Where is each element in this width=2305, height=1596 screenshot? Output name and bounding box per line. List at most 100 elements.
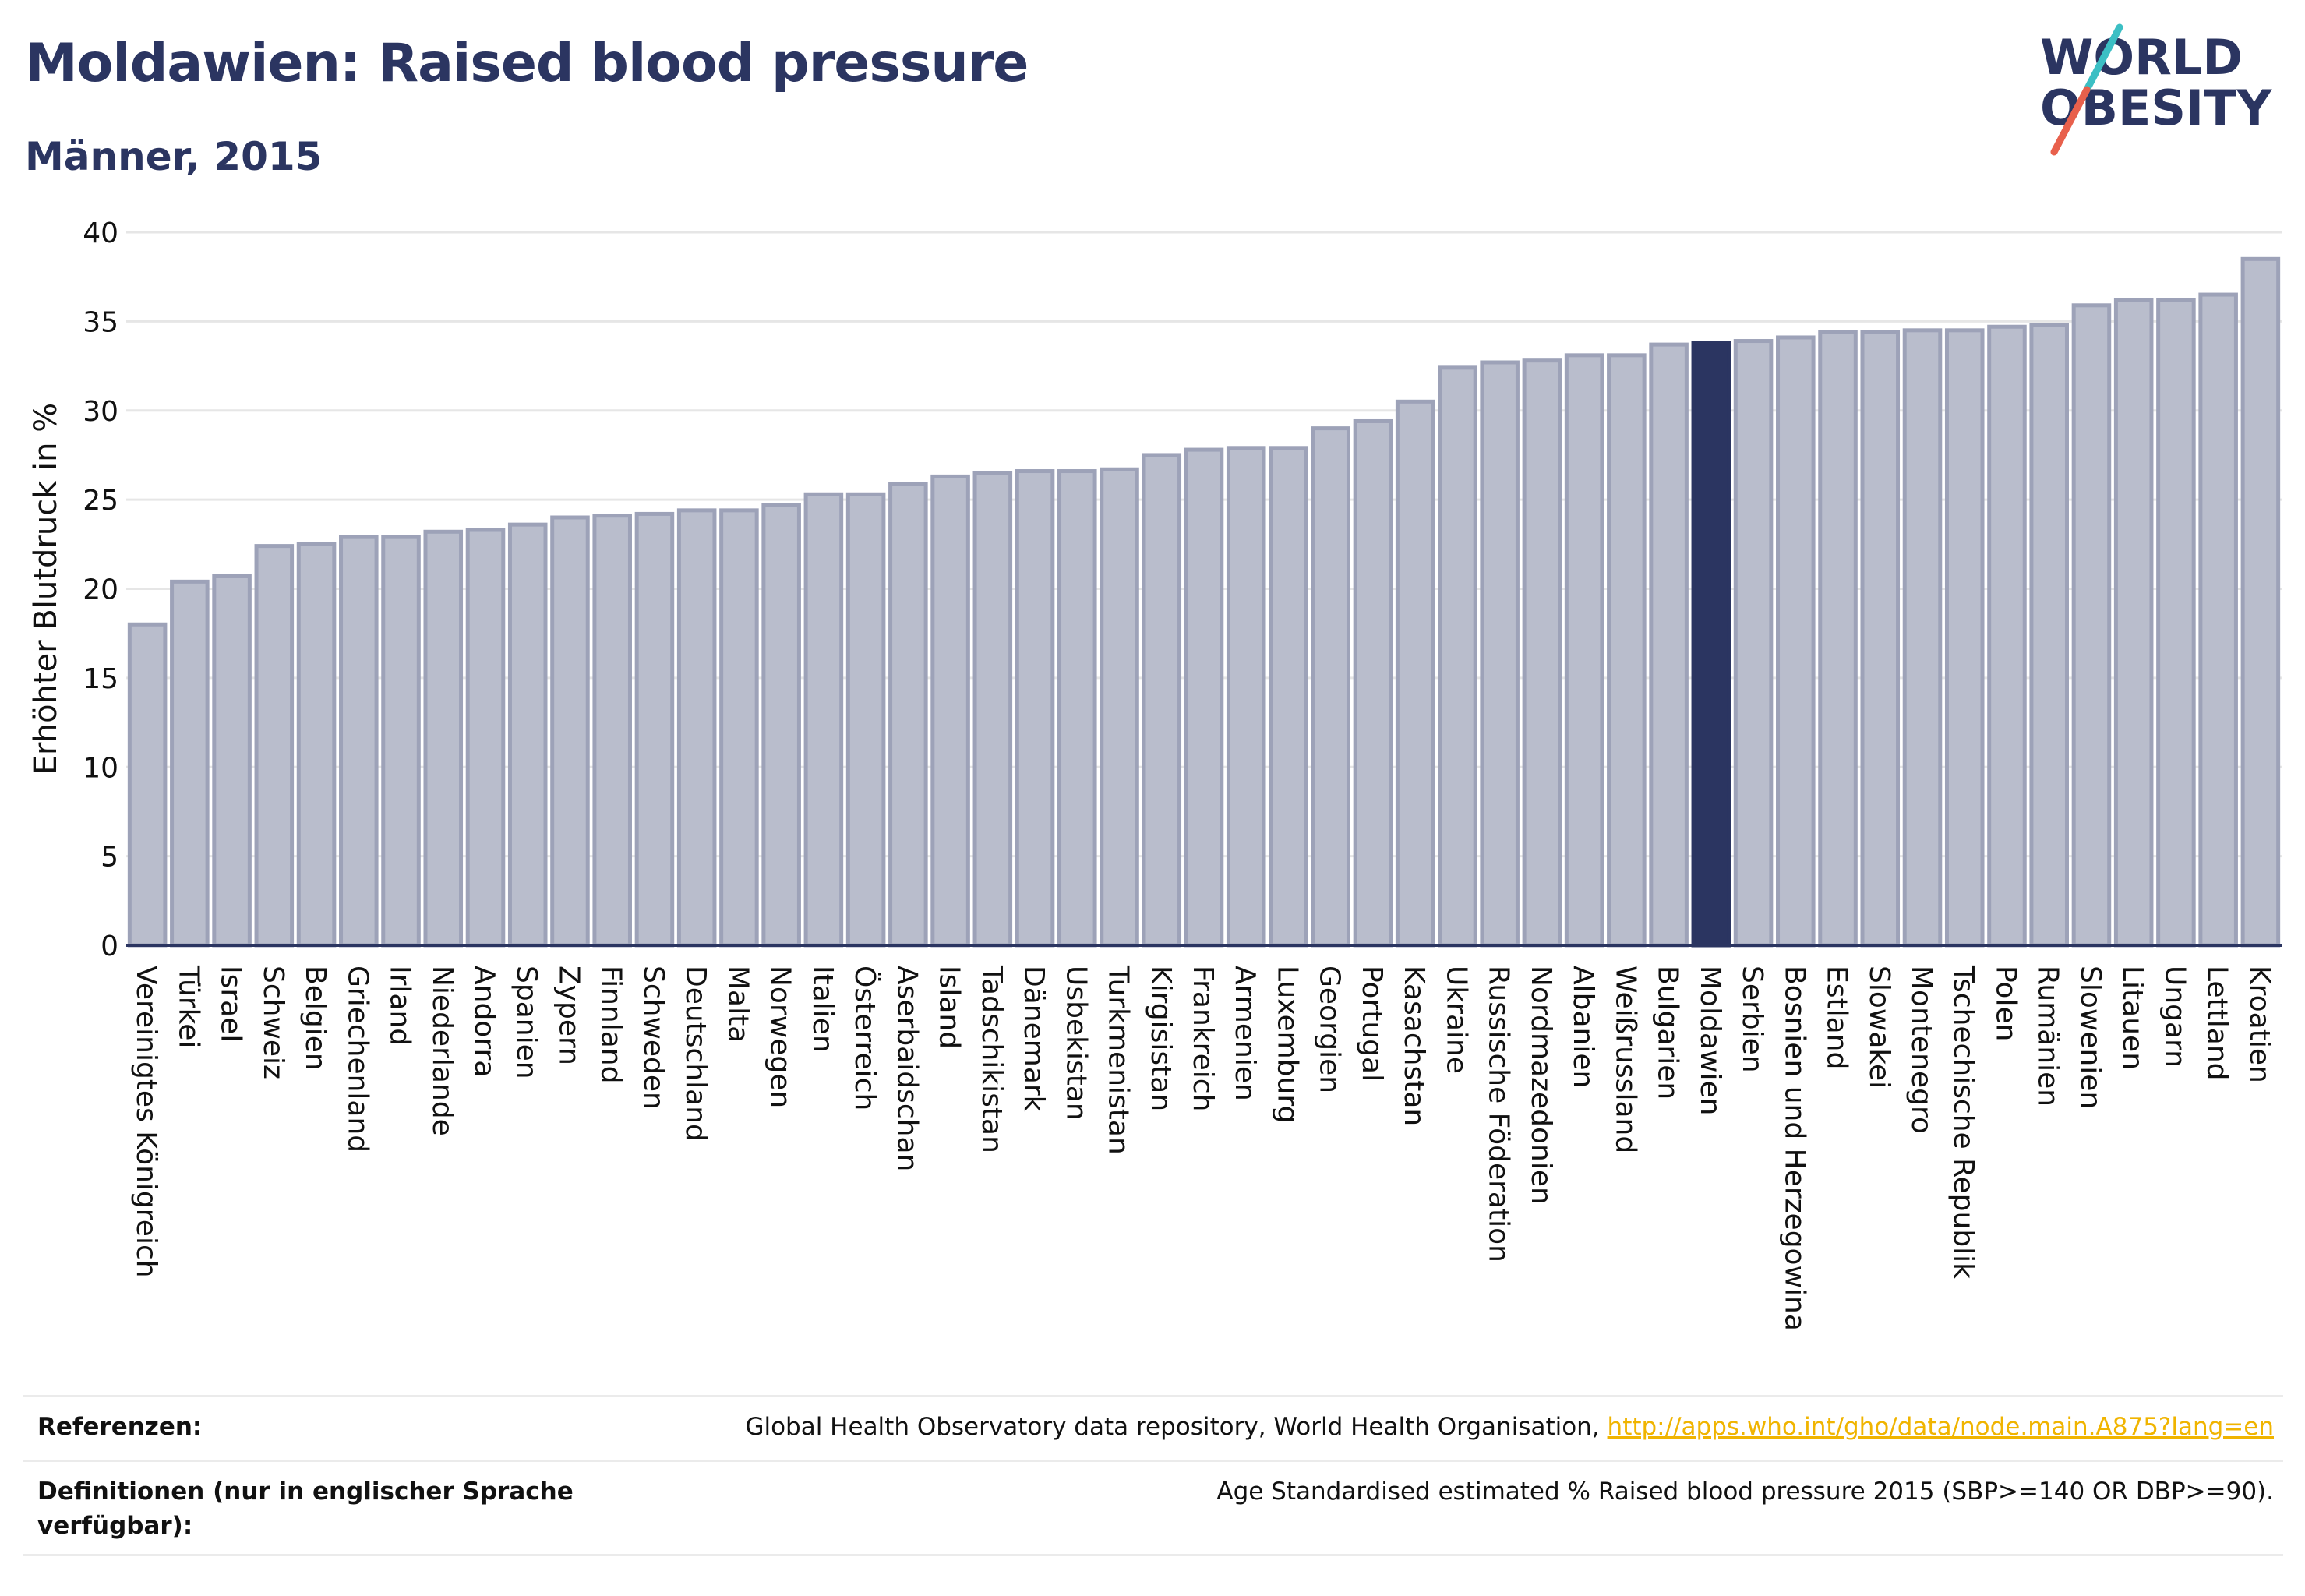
bar-litauen[interactable]	[2113, 298, 2154, 948]
bar-slowenien[interactable]	[2071, 303, 2112, 948]
bar-spanien[interactable]	[507, 522, 548, 948]
bar-bulgarien[interactable]	[1649, 342, 1689, 948]
x-tick-label: Griechenland	[341, 966, 373, 1153]
x-tick-label: Israel	[215, 966, 247, 1042]
bar-ukraine[interactable]	[1438, 365, 1477, 948]
chart-subtitle: Männer, 2015	[25, 134, 323, 179]
bar-österreich[interactable]	[845, 492, 886, 948]
x-tick-label: Kasachstan	[1398, 966, 1430, 1126]
bar-tadschikistan[interactable]	[972, 471, 1013, 948]
bar-deutschland[interactable]	[676, 508, 717, 948]
logo-slash-red	[2050, 86, 2091, 156]
references-row: Referenzen: Global Health Observatory da…	[23, 1395, 2283, 1460]
world-obesity-logo: WORLD OBESITY	[2040, 23, 2272, 156]
x-tick-label: Dänemark	[1018, 966, 1050, 1112]
bar-island[interactable]	[930, 474, 970, 948]
bar-tschechische-republik[interactable]	[1944, 328, 1985, 948]
y-tick-label: 25	[83, 485, 118, 517]
y-tick-label: 20	[83, 574, 118, 606]
bar-kasachstan[interactable]	[1395, 399, 1435, 948]
x-tick-label: Kirgisistan	[1145, 966, 1177, 1111]
x-tick-label: Frankreich	[1187, 966, 1219, 1111]
bar-malta[interactable]	[719, 508, 759, 948]
x-tick-label: Ukraine	[1440, 966, 1472, 1074]
bar-irland[interactable]	[381, 535, 421, 948]
x-tick-label: Island	[934, 966, 965, 1049]
y-tick-label: 15	[83, 663, 118, 695]
x-tick-label: Finnland	[595, 966, 627, 1083]
x-tick-label: Bosnien und Herzegowina	[1778, 966, 1810, 1331]
x-tick-label: Ungarn	[2159, 966, 2190, 1068]
x-tick-label: Usbekistan	[1060, 966, 1092, 1121]
x-tick-label: Georgien	[1314, 966, 1346, 1093]
x-tick-label: Slowenien	[2074, 966, 2106, 1109]
bar-frankreich[interactable]	[1184, 447, 1224, 948]
bar-albanien[interactable]	[1564, 353, 1604, 948]
bar-nordmazedonien[interactable]	[1522, 358, 1562, 948]
bar-aserbaidschan[interactable]	[888, 482, 928, 948]
bar-turkmenistan[interactable]	[1100, 467, 1139, 948]
bar-lettland[interactable]	[2198, 292, 2238, 948]
x-tick-label: Russische Föderation	[1483, 966, 1515, 1262]
bar-weißrussland[interactable]	[1607, 353, 1647, 948]
x-tick-label: Schweden	[637, 966, 669, 1110]
bar-luxemburg[interactable]	[1269, 446, 1308, 948]
chart-title: Moldawien: Raised blood pressure	[25, 33, 1029, 94]
x-tick-label: Montenegro	[1905, 966, 1937, 1134]
bar-schweiz[interactable]	[254, 544, 295, 948]
bar-ungarn[interactable]	[2156, 298, 2196, 948]
bar-türkei[interactable]	[170, 579, 210, 948]
bar-kirgisistan[interactable]	[1142, 453, 1182, 948]
x-tick-label: Italien	[807, 966, 838, 1053]
bar-portugal[interactable]	[1353, 418, 1393, 948]
bar-moldawien[interactable]	[1691, 341, 1731, 948]
bar-dänemark[interactable]	[1015, 469, 1055, 948]
bar-zypern[interactable]	[550, 515, 590, 948]
bar-vereinigtes-königreich[interactable]	[127, 622, 168, 948]
bar-estland[interactable]	[1818, 330, 1858, 948]
logo-slash-teal	[2083, 23, 2123, 94]
definitions-label: Definitionen (nur in englischer Sprache …	[37, 1478, 574, 1540]
x-tick-label: Irland	[384, 966, 416, 1046]
bar-polen[interactable]	[1987, 324, 2027, 948]
bar-rumänien[interactable]	[2029, 323, 2069, 948]
bar-finnland[interactable]	[592, 514, 632, 948]
bar-andorra[interactable]	[465, 528, 506, 948]
bar-norwegen[interactable]	[761, 503, 801, 948]
bar-niederlande[interactable]	[423, 529, 464, 948]
bar-kroatien[interactable]	[2240, 256, 2281, 948]
x-tick-label: Österreich	[849, 966, 881, 1110]
y-tick-label: 0	[101, 930, 118, 962]
bar-griechenland[interactable]	[339, 535, 379, 948]
bar-serbien[interactable]	[1733, 339, 1774, 948]
bar-usbekistan[interactable]	[1057, 469, 1097, 948]
x-tick-label: Kroatien	[2243, 966, 2275, 1083]
bar-georgien[interactable]	[1311, 426, 1350, 948]
bar-montenegro[interactable]	[1902, 328, 1943, 948]
x-tick-label: Bulgarien	[1652, 966, 1684, 1100]
x-tick-label: Vereinigtes Königreich	[130, 966, 162, 1278]
x-tick-label: Rumänien	[2032, 966, 2064, 1107]
y-tick-label: 10	[83, 752, 118, 784]
references-text: Global Health Observatory data repositor…	[745, 1413, 1608, 1441]
references-link[interactable]: http://apps.who.int/gho/data/node.main.A…	[1607, 1413, 2274, 1441]
x-tick-label: Estland	[1821, 966, 1853, 1069]
x-tick-label: Malta	[722, 966, 754, 1043]
x-tick-label: Schweiz	[257, 966, 289, 1079]
bar-russische-föderation[interactable]	[1480, 360, 1520, 948]
bar-armenien[interactable]	[1226, 446, 1266, 948]
x-tick-label: Slowakei	[1863, 966, 1895, 1089]
bar-italien[interactable]	[803, 492, 844, 948]
x-tick-label: Belgien	[299, 966, 331, 1071]
bar-slowakei[interactable]	[1860, 330, 1901, 948]
x-tick-label: Andorra	[468, 966, 500, 1077]
y-tick-label: 40	[83, 217, 118, 249]
x-tick-label: Luxemburg	[1271, 966, 1303, 1123]
bar-bosnien-und-herzegowina[interactable]	[1776, 335, 1816, 948]
x-tick-label: Deutschland	[679, 966, 711, 1142]
y-tick-label: 5	[101, 842, 118, 874]
bar-israel[interactable]	[212, 574, 252, 948]
bar-belgien[interactable]	[296, 542, 337, 948]
bar-schweden[interactable]	[634, 511, 675, 948]
x-tick-label: Armenien	[1229, 966, 1261, 1101]
